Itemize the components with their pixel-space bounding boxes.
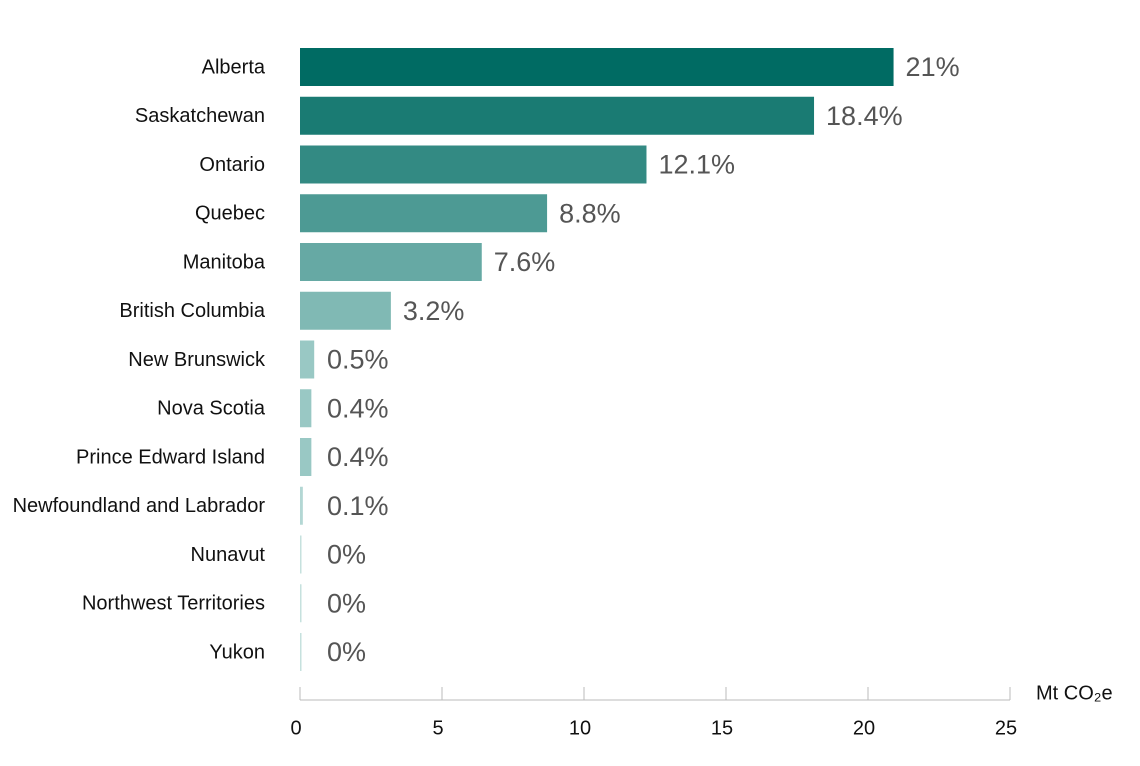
bar <box>300 438 312 476</box>
percent-label: 18.4% <box>826 101 903 131</box>
bar <box>300 194 548 233</box>
percent-label: 0% <box>327 637 366 667</box>
bar <box>300 48 894 86</box>
bar <box>300 584 302 623</box>
percent-label: 0.4% <box>327 442 389 472</box>
x-axis-label: Mt CO₂e <box>1036 682 1113 704</box>
category-label: British Columbia <box>119 300 265 322</box>
bar <box>300 340 315 379</box>
category-label: Saskatchewan <box>135 105 265 127</box>
category-label: Nunavut <box>191 544 266 566</box>
percent-label: 3.2% <box>403 296 465 326</box>
x-tick-label: 0 <box>290 717 301 739</box>
x-tick-label: 20 <box>853 717 875 739</box>
category-label: Nova Scotia <box>157 398 266 420</box>
percent-label: 0.5% <box>327 345 389 375</box>
percent-label: 0.1% <box>327 491 389 521</box>
x-tick-label: 10 <box>569 717 591 739</box>
percent-label: 12.1% <box>658 150 735 180</box>
percent-label: 0% <box>327 540 366 570</box>
x-tick-label: 25 <box>995 717 1017 739</box>
category-label: Quebec <box>195 203 265 225</box>
percent-label: 0.4% <box>327 393 389 423</box>
bar <box>300 633 302 671</box>
category-label: Alberta <box>202 56 266 78</box>
category-label: Newfoundland and Labrador <box>13 495 266 517</box>
bar <box>300 96 815 135</box>
category-label: Yukon <box>209 641 265 663</box>
bar <box>300 291 391 330</box>
bar <box>300 389 312 428</box>
percent-label: 7.6% <box>494 247 556 277</box>
category-label: Manitoba <box>183 251 266 273</box>
bar <box>300 535 302 574</box>
category-label: Northwest Territories <box>82 593 265 615</box>
bar <box>300 486 303 525</box>
x-tick-label: 15 <box>711 717 733 739</box>
category-label: New Brunswick <box>128 349 266 371</box>
category-label: Ontario <box>199 154 265 176</box>
percent-label: 8.8% <box>559 198 621 228</box>
percent-label: 0% <box>327 588 366 618</box>
bar <box>300 243 482 281</box>
percent-label: 21% <box>906 52 960 82</box>
x-tick-label: 5 <box>432 717 443 739</box>
bar <box>300 145 647 184</box>
category-label: Prince Edward Island <box>76 446 265 468</box>
